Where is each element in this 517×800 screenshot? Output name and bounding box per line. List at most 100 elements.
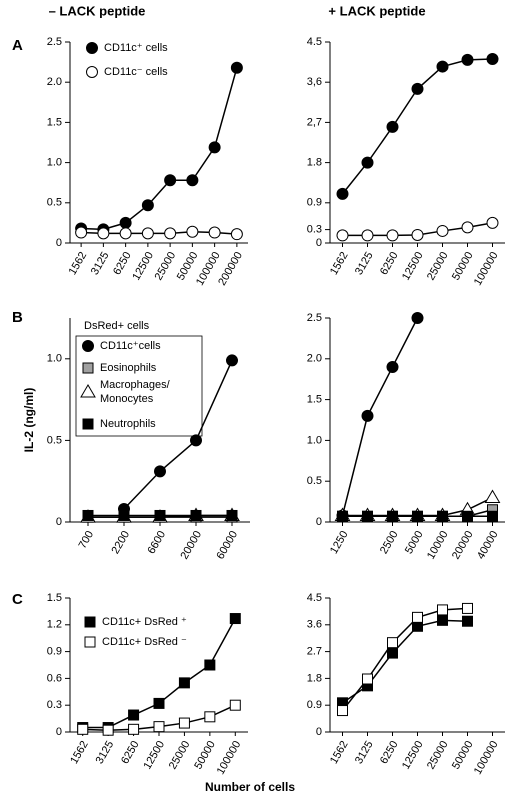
marker [119, 227, 132, 240]
marker [386, 360, 399, 373]
y-tick-label: 1.0 [47, 353, 62, 365]
marker [387, 647, 398, 659]
marker [336, 229, 349, 242]
x-tick-label: 700 [77, 529, 97, 551]
y-tick-label: 0.3 [47, 699, 62, 711]
panel-label: A [12, 37, 23, 54]
series-line [341, 317, 419, 516]
marker [80, 384, 96, 398]
legend-title: DsRed+ cells [84, 320, 150, 332]
x-tick-label: 12500 [130, 250, 156, 282]
marker [226, 509, 238, 521]
marker [102, 724, 114, 736]
y-tick-label: 1.5 [47, 116, 62, 128]
x-axis-label: Number of cells [205, 780, 295, 794]
marker [178, 677, 190, 689]
marker [164, 227, 177, 240]
marker [229, 613, 241, 625]
series-line [341, 58, 493, 195]
y-tick-label: 0.5 [47, 197, 62, 209]
y-tick-label: 0 [316, 237, 322, 249]
marker [84, 616, 96, 628]
marker [153, 721, 165, 733]
marker [204, 711, 216, 723]
marker [204, 659, 216, 671]
x-tick-label: 5000 [403, 529, 426, 556]
x-tick-label: 25000 [153, 250, 179, 282]
marker [361, 229, 374, 242]
y-tick-label: 0.9 [307, 197, 322, 209]
x-tick-label: 1562 [328, 739, 351, 766]
legend-label: CD11c+ DsRed ⁻ [102, 636, 187, 648]
marker [412, 510, 423, 522]
x-tick-label: 2200 [109, 529, 132, 556]
marker [437, 510, 448, 522]
y-tick-label: 2.7 [307, 646, 322, 658]
y-tick-label: 4.5 [307, 592, 322, 604]
x-tick-label: 100000 [472, 739, 501, 777]
x-tick-label: 10000 [425, 529, 451, 561]
y-tick-label: 2.0 [47, 76, 62, 88]
marker [186, 174, 199, 187]
marker [337, 510, 348, 522]
marker [437, 614, 448, 626]
y-tick-label: 2.0 [307, 353, 322, 365]
panel-label: B [12, 309, 23, 326]
y-tick-label: 0 [56, 726, 62, 738]
x-tick-label: 20000 [450, 529, 476, 561]
y-tick-label: 0.9 [307, 699, 322, 711]
x-tick-label: 3125 [89, 250, 112, 277]
y-tick-label: 1.5 [307, 394, 322, 406]
legend-line: Macrophages/ [100, 379, 171, 391]
y-axis-label: IL-2 (ng/ml) [22, 388, 36, 453]
marker [386, 120, 399, 133]
x-tick-label: 100000 [215, 739, 244, 777]
marker [82, 362, 94, 374]
y-tick-label: 1.2 [47, 619, 62, 631]
marker [462, 510, 473, 522]
y-tick-label: 4.5 [307, 36, 322, 48]
y-tick-label: 0.3 [307, 224, 322, 236]
y-tick-label: 0.6 [47, 672, 62, 684]
marker [141, 199, 154, 212]
marker [164, 174, 177, 187]
marker [75, 226, 88, 239]
marker [362, 510, 373, 522]
x-tick-label: 3125 [353, 250, 376, 277]
marker [387, 637, 398, 649]
marker [386, 229, 399, 242]
y-tick-label: 1.5 [47, 592, 62, 604]
marker [141, 227, 154, 240]
x-tick-label: 40000 [475, 529, 501, 561]
marker [230, 228, 243, 241]
marker [486, 52, 499, 65]
y-tick-label: 1.0 [307, 434, 322, 446]
marker [484, 489, 501, 504]
marker [178, 717, 190, 729]
legend-label: Macrophages/Monocytes [100, 379, 171, 405]
x-tick-label: 6600 [145, 529, 168, 556]
panel-label: C [12, 591, 23, 608]
y-tick-label: 1.8 [307, 157, 322, 169]
marker [82, 418, 94, 430]
x-tick-label: 6250 [378, 739, 401, 766]
y-tick-label: 0.9 [47, 646, 62, 658]
series-line [82, 618, 236, 729]
x-tick-label: 12500 [400, 250, 426, 282]
x-tick-label: 2500 [378, 529, 401, 556]
y-tick-label: 0 [316, 516, 322, 528]
legend-label: Eosinophils [100, 362, 157, 374]
y-tick-label: 0.5 [307, 475, 322, 487]
marker [153, 697, 165, 709]
series-line [342, 619, 468, 704]
x-tick-label: 1562 [68, 739, 91, 766]
legend-label: Neutrophils [100, 418, 156, 430]
marker [462, 602, 473, 614]
x-tick-label: 6250 [378, 250, 401, 277]
marker [411, 312, 424, 324]
y-tick-label: 3,6 [307, 76, 322, 88]
x-tick-label: 60000 [214, 529, 240, 561]
marker [128, 709, 140, 721]
marker [82, 509, 94, 521]
marker [82, 340, 94, 352]
